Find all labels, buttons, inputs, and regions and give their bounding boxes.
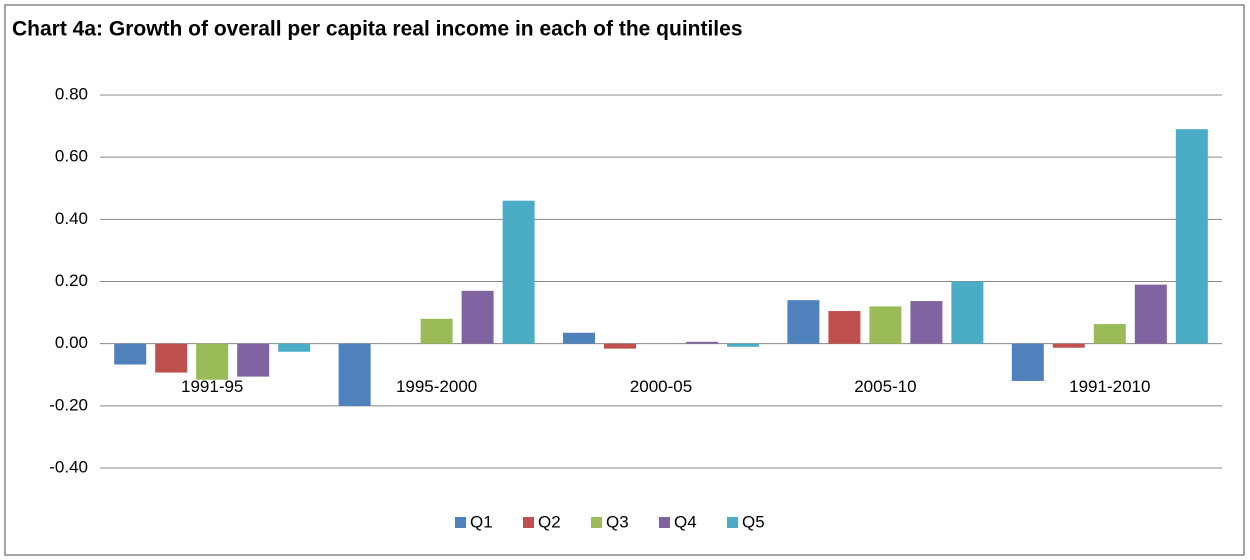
y-tick-label: 0.40 [55,209,88,228]
bar [420,318,453,344]
chart-title: Chart 4a: Growth of overall per capita r… [12,18,743,41]
bar [1011,343,1044,381]
bar [686,341,718,344]
legend-label: Q5 [742,512,765,531]
legend-label: Q2 [538,512,561,531]
x-tick-label: 1991-2010 [1069,377,1150,396]
legend-swatch [591,517,602,528]
bar [278,343,311,352]
bar [787,300,820,344]
y-tick-label: -0.40 [49,457,88,476]
y-tick-label: 0.00 [55,333,88,352]
legend-label: Q3 [606,512,629,531]
bar [828,311,861,344]
bar [1093,324,1126,344]
x-tick-label: 2005-10 [854,377,916,396]
x-tick-label: 2000-05 [630,377,692,396]
bar [338,343,371,406]
legend-label: Q4 [674,512,697,531]
bar [563,332,595,344]
legend-swatch [659,517,670,528]
legend-swatch [727,517,738,528]
legend-label: Q1 [470,512,493,531]
legend-swatch [455,517,466,528]
bar [951,281,984,344]
y-tick-label: -0.20 [49,395,88,414]
y-tick-label: 0.20 [55,271,88,290]
x-tick-label: 1995-2000 [396,377,477,396]
bar [196,343,229,380]
bar [1175,129,1208,344]
x-tick-label: 1991-95 [181,377,243,396]
y-tick-label: 0.60 [55,147,88,166]
bar [727,343,759,347]
legend-swatch [523,517,534,528]
bar [461,290,494,344]
bar [114,343,147,365]
chart-border [4,4,1245,556]
bar [502,200,535,344]
y-tick-label: 0.80 [55,84,88,103]
bar [1052,343,1085,348]
bar [1134,284,1167,344]
bar [155,343,188,373]
bar [869,306,902,344]
bar [604,343,636,349]
bar [237,343,270,377]
bar [910,301,943,344]
